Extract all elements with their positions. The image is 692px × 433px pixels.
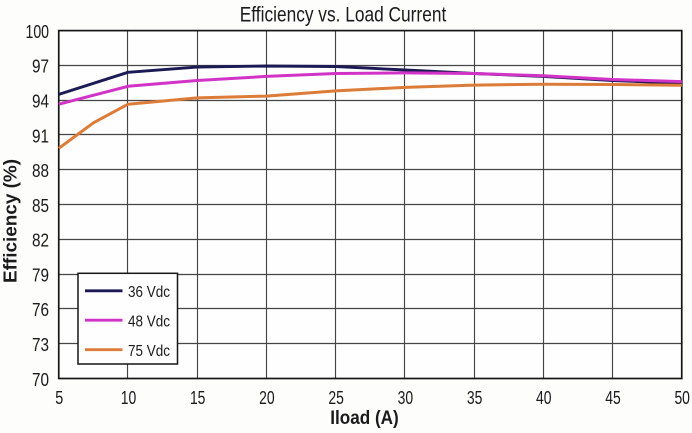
svg-text:100: 100 (26, 22, 50, 42)
svg-text:75 Vdc: 75 Vdc (128, 343, 170, 360)
svg-text:82: 82 (32, 231, 49, 251)
svg-text:35: 35 (467, 388, 483, 408)
svg-text:88: 88 (32, 161, 49, 181)
svg-text:79: 79 (32, 265, 49, 285)
svg-text:10: 10 (121, 388, 137, 408)
svg-text:70: 70 (32, 370, 49, 390)
svg-text:Iload (A): Iload (A) (330, 408, 399, 429)
svg-text:97: 97 (32, 57, 49, 77)
svg-text:20: 20 (259, 388, 275, 408)
svg-text:15: 15 (190, 388, 206, 408)
svg-text:45: 45 (605, 388, 621, 408)
svg-text:94: 94 (32, 92, 49, 112)
svg-text:50: 50 (674, 388, 690, 408)
svg-text:85: 85 (32, 196, 49, 216)
svg-text:Efficiency (%): Efficiency (%) (0, 159, 20, 283)
svg-text:Efficiency vs. Load Current: Efficiency vs. Load Current (240, 3, 447, 27)
svg-text:48 Vdc: 48 Vdc (128, 314, 170, 331)
svg-text:73: 73 (32, 335, 49, 355)
svg-text:30: 30 (398, 388, 414, 408)
svg-text:76: 76 (32, 300, 49, 320)
svg-text:36 Vdc: 36 Vdc (128, 284, 170, 301)
svg-text:25: 25 (328, 388, 344, 408)
svg-text:40: 40 (536, 388, 552, 408)
svg-text:91: 91 (32, 126, 49, 146)
svg-text:5: 5 (55, 388, 63, 408)
